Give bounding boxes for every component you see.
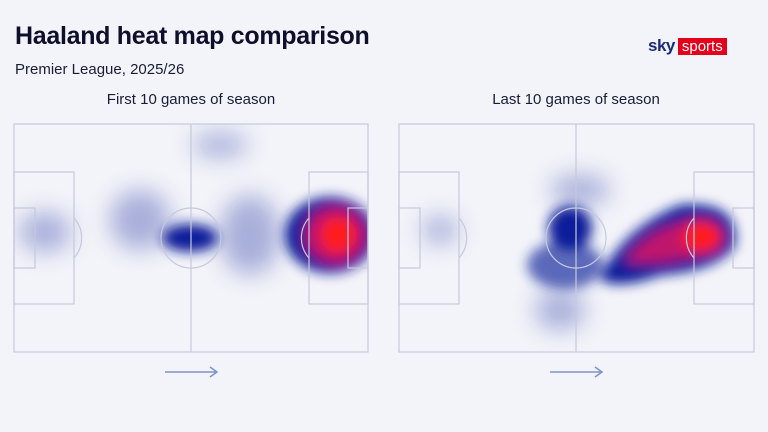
logo-sports: sports xyxy=(677,37,727,55)
page-subtitle: Premier League, 2025/26 xyxy=(15,61,185,78)
logo-sky: sky xyxy=(648,36,675,55)
attack-direction-arrow-first xyxy=(165,366,219,378)
pitch-first xyxy=(13,123,369,353)
panel-label-last: Last 10 games of season xyxy=(492,91,660,108)
panel-label-first: First 10 games of season xyxy=(106,91,276,108)
page-title: Haaland heat map comparison xyxy=(15,22,370,50)
pitch-last xyxy=(398,123,755,353)
sky-sports-logo: sky sports xyxy=(648,36,727,56)
heat-map-first xyxy=(19,133,368,275)
attack-direction-arrow-last xyxy=(550,366,604,378)
heat-map-last xyxy=(422,175,736,330)
